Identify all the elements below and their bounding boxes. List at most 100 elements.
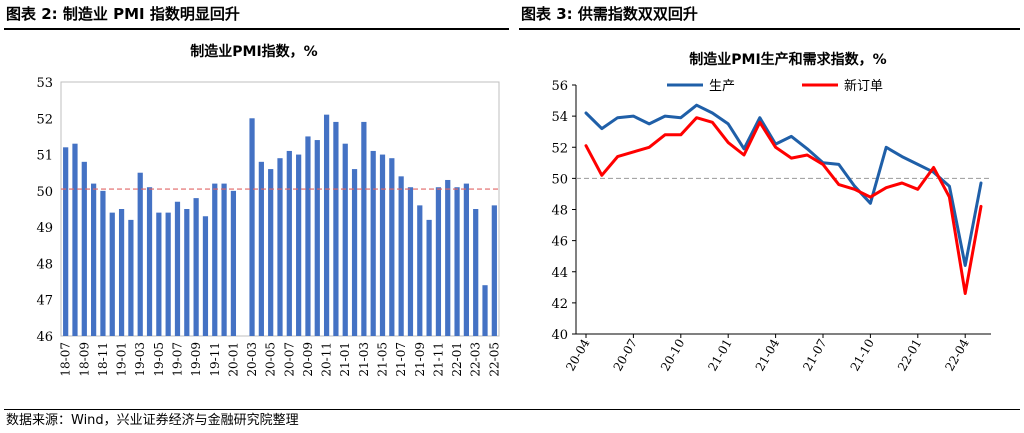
- y-tick-label: 48: [36, 257, 53, 272]
- x-tick-label: 22-03: [469, 342, 483, 377]
- bar-21-09: [417, 205, 423, 336]
- x-tick-label: 20-03: [245, 342, 259, 377]
- bar-21-08: [407, 187, 414, 336]
- x-tick-label: 21-05: [376, 342, 390, 377]
- bar-21-04: [370, 150, 376, 336]
- bar-21-02: [351, 169, 358, 336]
- x-tick-label: 21-11: [431, 342, 445, 377]
- bar-19-08: [184, 209, 190, 336]
- x-tick-label: 19-05: [152, 342, 166, 377]
- bar-19-06: [165, 212, 171, 336]
- y-tick-label: 40: [551, 328, 568, 343]
- bar-22-05: [491, 205, 497, 336]
- y-tick-label: 52: [36, 112, 53, 127]
- bar-21-03: [361, 121, 367, 337]
- x-tick-label: 21-01: [338, 342, 352, 377]
- y-tick-label: 52: [551, 141, 568, 156]
- y-tick-label: 44: [551, 266, 568, 281]
- bar-20-03: [249, 118, 255, 337]
- header-rule-right: [519, 28, 1020, 30]
- x-tick-label: 21-03: [357, 342, 371, 377]
- bar-20-08: [296, 154, 302, 336]
- x-tick-label: 19-09: [189, 342, 203, 377]
- figure-header-left: 图表 2: 制造业 PMI 指数明显回升: [6, 5, 240, 23]
- x-tick-label: 20-10: [658, 337, 687, 374]
- bar-19-07: [174, 201, 181, 336]
- bar-18-11: [100, 190, 106, 336]
- y-tick-label: 46: [551, 235, 568, 250]
- x-tick-label: 21-07: [394, 342, 408, 377]
- y-tick-label: 56: [551, 79, 568, 94]
- y-tick-label: 51: [36, 149, 53, 164]
- bar-21-05: [379, 154, 386, 336]
- x-tick-label: 20-07: [282, 342, 296, 377]
- x-tick-label: 22-01: [895, 337, 924, 374]
- bar-21-11: [435, 187, 442, 336]
- bar-20-06: [277, 158, 283, 336]
- x-tick-label: 21-10: [848, 337, 877, 374]
- x-tick-label: 18-11: [96, 342, 110, 377]
- bar-19-01: [118, 209, 125, 336]
- bar-20-11: [323, 114, 330, 337]
- x-tick-label: 20-05: [264, 342, 278, 377]
- x-tick-label: 20-07: [611, 337, 640, 374]
- bar-19-10: [202, 216, 209, 336]
- bar-21-07: [398, 176, 404, 336]
- bar-20-01: [230, 190, 237, 336]
- y-tick-label: 53: [36, 76, 53, 91]
- bar-20-10: [314, 140, 320, 336]
- pmi-bar-chart: 制造业PMI指数，% 46 47 48 49 50 51 52 53 18-07 18-09 18-…: [36, 43, 501, 377]
- x-tick-label: 21-07: [800, 337, 829, 374]
- chart-title: 制造业PMI生产和需求指数，%: [689, 51, 886, 68]
- legend-label: 新订单: [844, 78, 883, 94]
- bar-18-12: [109, 212, 115, 336]
- supply-demand-line-chart-panel: 制造业PMI生产和需求指数，% 40 42 44 46 48 50 52 54 56 20-04 2…: [519, 30, 1020, 408]
- x-tick-label: 19-07: [170, 342, 184, 377]
- pmi-bar-chart-panel: 制造业PMI指数，% 46 47 48 49 50 51 52 53 18-07 18-09 18-…: [4, 30, 509, 408]
- bar-19-02: [128, 219, 134, 336]
- bar-19-05: [156, 212, 162, 336]
- bar-19-11: [212, 183, 218, 336]
- bar-20-04: [258, 161, 264, 336]
- bar-19-04: [146, 187, 153, 336]
- bar-19-09: [193, 198, 199, 336]
- figure-header-right: 图表 3: 供需指数双双回升: [521, 5, 698, 23]
- y-tick-label: 47: [36, 294, 53, 309]
- x-tick-label: 20-01: [226, 342, 240, 377]
- x-tick-label: 21-04: [753, 336, 783, 373]
- bar-21-12: [445, 179, 451, 336]
- bar-19-03: [137, 172, 143, 336]
- y-tick-label: 50: [551, 172, 568, 187]
- bar-22-02: [463, 183, 469, 336]
- bar-20-09: [305, 136, 311, 336]
- x-tick-label: 19-11: [208, 342, 222, 377]
- x-tick-label: 18-07: [59, 342, 73, 377]
- x-tick-label: 22-05: [487, 342, 501, 377]
- x-tick-label: 22-04: [942, 336, 972, 373]
- y-tick-label: 46: [36, 330, 53, 345]
- bar-18-09: [81, 161, 87, 336]
- bar-20-05: [268, 169, 274, 336]
- chart-title: 制造业PMI指数，%: [190, 43, 317, 60]
- bar-18-08: [72, 143, 78, 336]
- x-tick-label: 20-09: [301, 342, 315, 377]
- bar-21-06: [389, 158, 395, 336]
- header-rule-left: [4, 28, 509, 30]
- x-tick-label: 19-03: [133, 342, 147, 377]
- bar-20-07: [286, 150, 292, 336]
- y-tick-label: 48: [551, 204, 568, 219]
- bar-21-01: [342, 143, 348, 336]
- x-tick-label: 19-01: [115, 342, 129, 377]
- y-tick-label: 42: [551, 297, 568, 312]
- bar-20-12: [333, 121, 339, 337]
- bar-18-10: [91, 183, 97, 336]
- series-line-1: [584, 116, 983, 295]
- bar-22-01: [454, 187, 460, 336]
- bar-22-04: [482, 285, 488, 336]
- x-tick-label: 21-01: [705, 337, 734, 374]
- bar-21-10: [426, 219, 432, 336]
- footer-rule: [4, 409, 1020, 410]
- bar-19-12: [221, 183, 227, 336]
- source-note: 数据来源：Wind，兴业证券经济与金融研究院整理: [6, 413, 299, 428]
